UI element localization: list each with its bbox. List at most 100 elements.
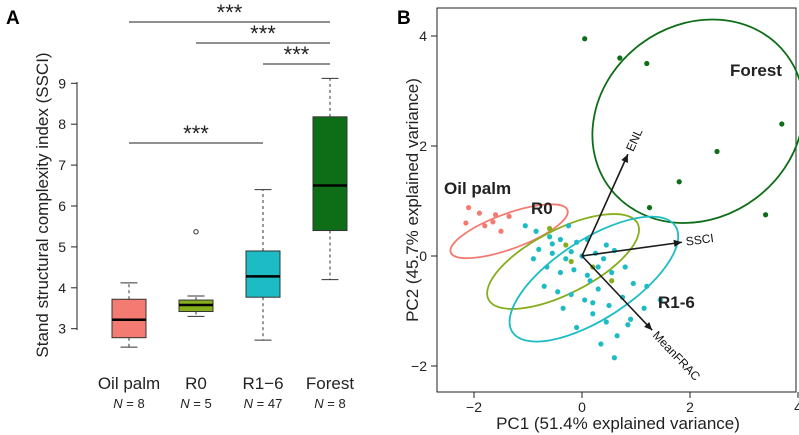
category-label-oil-palm: Oil palm bbox=[98, 374, 160, 393]
point-r1-6-22 bbox=[541, 283, 547, 289]
y-tick-label-7: 7 bbox=[58, 157, 66, 173]
point-forest-3 bbox=[779, 121, 785, 127]
point-oil-palm-0 bbox=[466, 205, 472, 211]
point-r1-6-41 bbox=[587, 278, 593, 284]
panel-a-boxes bbox=[111, 77, 348, 348]
panel-a-categories: Oil palm N = 8 R0 N = 5 R1−6 N = 47 Forest N = … bbox=[98, 374, 355, 411]
loading-label-meanfrac: MeanFRAC bbox=[650, 328, 703, 383]
category-label-r1-6: R1−6 bbox=[242, 374, 283, 393]
point-oil-palm-4 bbox=[463, 220, 469, 226]
point-r1-6-18 bbox=[584, 272, 591, 278]
x-tick-label--2: −2 bbox=[466, 399, 482, 415]
point-r1-6-7 bbox=[549, 250, 555, 256]
point-r1-6-43 bbox=[603, 242, 609, 248]
panel-b-plot-frame bbox=[436, 7, 797, 393]
point-r1-6-25 bbox=[582, 297, 588, 303]
y-tick-label-2: 2 bbox=[419, 138, 427, 154]
significance-label-1: *** bbox=[250, 21, 276, 46]
point-r1-6-1 bbox=[533, 228, 539, 234]
point-r1-6-2 bbox=[547, 234, 553, 240]
group-label-oil-palm: Oil palm bbox=[444, 179, 511, 198]
point-r1-6-37 bbox=[598, 341, 604, 347]
point-r1-6-8 bbox=[536, 246, 542, 252]
loading-arrowhead-enl bbox=[621, 154, 628, 164]
y-tick-label-0: 0 bbox=[419, 248, 427, 264]
panel-b-ticks: −2 0 2 4 −2 0 2 4 bbox=[411, 28, 799, 415]
y-tick-label-4: 4 bbox=[419, 28, 427, 44]
loading-arrow-meanfrac bbox=[581, 255, 653, 331]
point-r1-6-5 bbox=[574, 239, 580, 245]
point-r1-6-31 bbox=[590, 311, 596, 317]
loading-arrow-enl bbox=[581, 153, 629, 257]
loading-arrow-ssci bbox=[581, 241, 683, 257]
panel-a-significance: *** *** *** *** bbox=[129, 0, 330, 146]
point-r1-6-4 bbox=[565, 223, 572, 229]
x-tick-label-0: 0 bbox=[578, 399, 586, 415]
point-oil-palm-6 bbox=[498, 228, 504, 234]
point-r1-6-24 bbox=[568, 291, 574, 298]
sample-size-oil-palm: N = 8 bbox=[113, 396, 144, 411]
panel-b-ellipses bbox=[449, 18, 799, 343]
point-r1-6-38 bbox=[611, 355, 618, 361]
point-oil-palm-3 bbox=[506, 213, 512, 219]
panel-b-group-labels: Forest Oil palm R0 R1-6 bbox=[444, 61, 782, 312]
point-forest-0 bbox=[582, 36, 588, 42]
point-r0-0 bbox=[547, 225, 553, 232]
panel-b-xlabel: PC1 (51.4% explained variance) bbox=[496, 414, 740, 433]
sample-size-r1-6: N = 47 bbox=[244, 396, 283, 411]
point-forest-2 bbox=[644, 60, 650, 67]
y-tick-label-8: 8 bbox=[58, 116, 66, 132]
panel-b-ylabel: PC2 (45.7% explained variance) bbox=[403, 78, 422, 322]
panel-b-letter: B bbox=[397, 8, 411, 29]
point-forest-7 bbox=[646, 205, 653, 211]
point-r1-6-36 bbox=[641, 305, 647, 311]
point-r1-6-39 bbox=[560, 305, 566, 311]
loading-label-ssci: SSCI bbox=[685, 231, 715, 249]
panel-a-ylabel: Stand structural complexity index (SSCI) bbox=[33, 52, 52, 357]
point-r1-6-26 bbox=[595, 286, 601, 292]
loading-label-enl: ENL bbox=[623, 126, 645, 153]
point-r1-6-46 bbox=[590, 300, 596, 306]
loading-arrowhead-meanfrac bbox=[644, 321, 653, 331]
point-r1-6-3 bbox=[557, 236, 564, 243]
y-tick-label--2: −2 bbox=[411, 358, 427, 374]
point-r1-6-29 bbox=[630, 280, 636, 287]
panel-a-y-ticks: 3 4 5 6 7 8 9 bbox=[58, 75, 77, 337]
panel-a-letter: A bbox=[6, 8, 20, 29]
point-r1-6-16 bbox=[557, 269, 564, 276]
sample-size-forest: N = 8 bbox=[314, 396, 345, 411]
point-oil-palm-2 bbox=[493, 212, 499, 218]
point-r1-6-32 bbox=[603, 319, 609, 325]
point-r1-6-15 bbox=[544, 264, 550, 270]
point-r1-6-33 bbox=[574, 324, 580, 331]
point-r1-6-40 bbox=[657, 297, 663, 303]
point-r1-6-17 bbox=[571, 267, 577, 273]
point-oil-palm-7 bbox=[490, 219, 496, 225]
point-r1-6-34 bbox=[614, 333, 620, 339]
point-forest-4 bbox=[714, 148, 720, 155]
y-tick-label-9: 9 bbox=[58, 75, 66, 91]
significance-label-2: *** bbox=[284, 42, 310, 67]
group-label-forest: Forest bbox=[730, 61, 782, 80]
point-oil-palm-5 bbox=[482, 223, 488, 229]
y-tick-label-4: 4 bbox=[58, 280, 66, 296]
y-tick-label-5: 5 bbox=[58, 239, 66, 255]
x-tick-label-4: 4 bbox=[794, 399, 799, 415]
point-r1-6-42 bbox=[549, 241, 555, 247]
point-r1-6-21 bbox=[622, 264, 628, 270]
panel-a-boxplot: A Stand structural complexity index (SSC… bbox=[6, 0, 354, 411]
box-r0-outlier-0 bbox=[193, 229, 199, 235]
point-r1-6-27 bbox=[606, 302, 612, 309]
sample-size-r0: N = 5 bbox=[180, 396, 211, 411]
point-r1-6-20 bbox=[609, 269, 615, 276]
box-forest-iqr bbox=[312, 116, 348, 232]
panel-b-points bbox=[463, 36, 785, 361]
category-label-r0: R0 bbox=[185, 374, 207, 393]
point-r0-4 bbox=[568, 258, 574, 265]
ellipse-forest bbox=[591, 18, 799, 224]
ellipse-r0 bbox=[486, 213, 640, 310]
significance-label-3: *** bbox=[183, 121, 209, 146]
point-r1-6-19 bbox=[595, 264, 601, 270]
point-forest-5 bbox=[676, 179, 682, 185]
